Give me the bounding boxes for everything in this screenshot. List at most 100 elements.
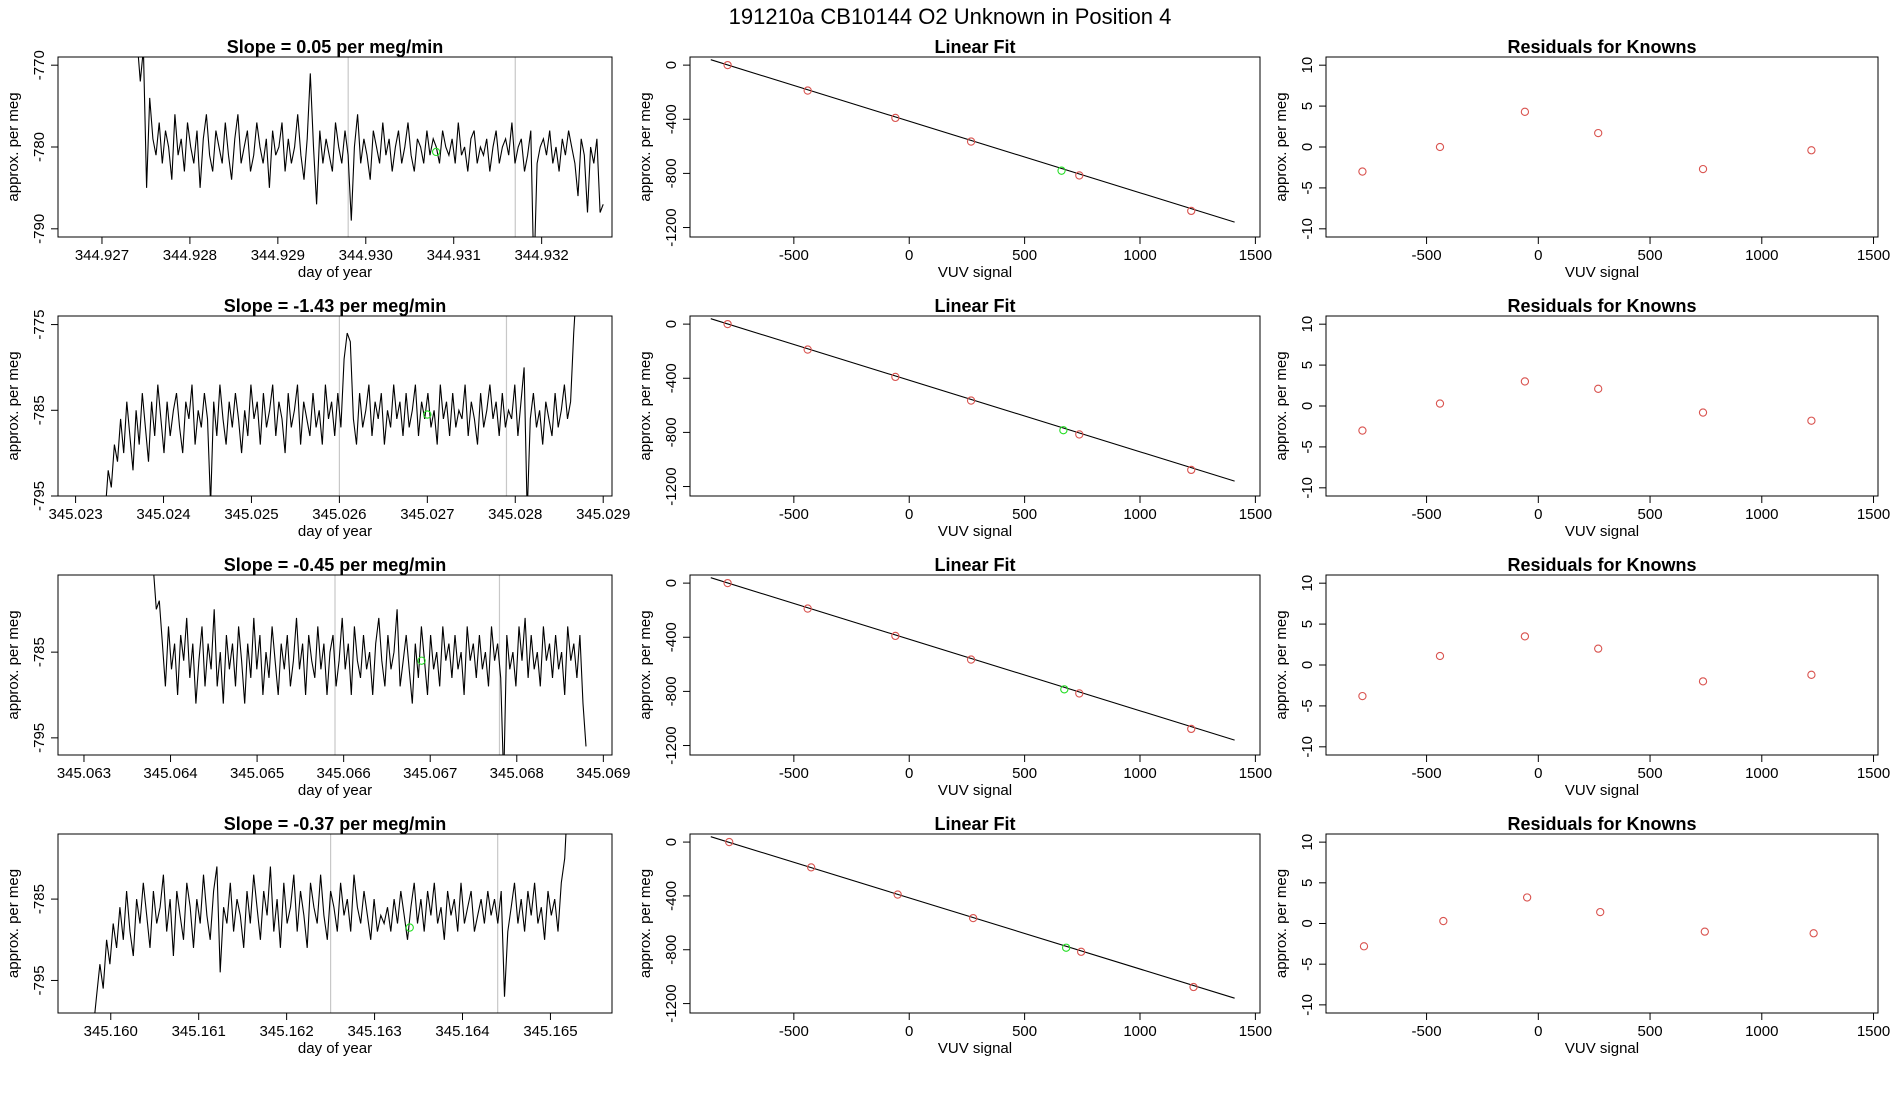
known-point: [1075, 689, 1084, 698]
known-point: [1807, 146, 1816, 155]
unknown-point: [423, 410, 432, 419]
y-axis-label: approx. per meg: [5, 92, 22, 201]
x-tick-label: 345.024: [136, 506, 190, 523]
known-point: [893, 890, 902, 899]
known-point: [1520, 377, 1530, 386]
x-tick-label: 344.928: [163, 247, 217, 264]
x-tick-label: 0: [1534, 506, 1542, 523]
y-axis-label: approx. per meg: [1273, 610, 1290, 719]
y-tick-label: 0: [663, 838, 680, 846]
fit-line: [710, 59, 1235, 223]
y-tick-label: 5: [1299, 879, 1316, 887]
y-tick-label: -10: [1299, 736, 1316, 758]
x-tick-label: 1500: [1239, 506, 1272, 523]
known-point: [1698, 677, 1708, 686]
plot-frame: [57, 574, 613, 756]
known-point: [1435, 651, 1445, 661]
known-point: [725, 837, 734, 847]
unknown-point: [417, 656, 426, 665]
y-tick-label: 0: [1299, 143, 1316, 151]
x-tick-label: 1000: [1123, 765, 1156, 782]
y-axis-label: approx. per meg: [5, 869, 22, 978]
plot-frame: [1325, 574, 1879, 756]
x-tick-label: 0: [1534, 765, 1542, 782]
x-tick-label: -500: [779, 247, 809, 264]
series-line: [105, 316, 576, 496]
y-axis-label: approx. per meg: [637, 610, 654, 719]
x-tick-label: 500: [1638, 765, 1663, 782]
plot-frame: [57, 833, 613, 1014]
y-tick-label: -795: [31, 965, 48, 995]
x-axis-label: VUV signal: [938, 782, 1012, 799]
x-tick-label: -500: [1412, 506, 1442, 523]
plot-area: [710, 318, 1235, 482]
x-axis-label: day of year: [298, 1040, 372, 1057]
known-point: [803, 86, 812, 95]
y-tick-label: -400: [663, 104, 680, 134]
y-axis-label: approx. per meg: [637, 869, 654, 978]
known-point: [1520, 107, 1530, 116]
figure-title: 191210a CB10144 O2 Unknown in Position 4: [729, 4, 1172, 29]
x-tick-label: 345.065: [230, 765, 284, 782]
plot-area: [94, 834, 567, 1013]
x-axis-label: day of year: [298, 264, 372, 281]
x-tick-label: 1000: [1745, 506, 1778, 523]
x-axis-label: VUV signal: [1565, 264, 1639, 281]
series-line: [137, 57, 604, 237]
y-tick-label: 0: [1299, 661, 1316, 669]
x-axis-label: VUV signal: [938, 1040, 1012, 1057]
y-tick-label: -5: [1299, 699, 1316, 712]
x-tick-label: 500: [1012, 506, 1037, 523]
y-tick-label: -10: [1299, 477, 1316, 499]
chart-title: Residuals for Knowns: [1507, 555, 1696, 575]
y-tick-label: -10: [1299, 218, 1316, 240]
y-tick-label: -795: [31, 481, 48, 511]
chart-title: Slope = -1.43 per meg/min: [224, 296, 447, 316]
y-tick-label: -5: [1299, 440, 1316, 453]
plot-frame: [1325, 315, 1879, 497]
known-point: [1359, 942, 1369, 951]
x-axis-label: day of year: [298, 523, 372, 540]
y-axis-label: approx. per meg: [5, 351, 22, 460]
x-tick-label: 345.066: [317, 765, 371, 782]
x-tick-label: 1000: [1123, 506, 1156, 523]
x-tick-label: 345.164: [435, 1023, 489, 1040]
x-tick-label: 500: [1638, 247, 1663, 264]
x-tick-label: -500: [1412, 247, 1442, 264]
unknown-point: [1059, 426, 1068, 435]
plot-frame: [1325, 833, 1879, 1014]
known-point: [1700, 927, 1709, 936]
plot-area: [1359, 893, 1818, 951]
y-tick-label: -785: [31, 884, 48, 914]
x-tick-label: 0: [905, 765, 913, 782]
x-tick-label: 1500: [1857, 247, 1890, 264]
x-tick-label: 345.161: [172, 1023, 226, 1040]
x-tick-label: 345.163: [347, 1023, 401, 1040]
chart-title: Linear Fit: [934, 37, 1015, 57]
y-tick-label: 0: [1299, 919, 1316, 927]
x-tick-label: 345.063: [57, 765, 111, 782]
y-tick-label: -795: [31, 723, 48, 753]
x-tick-label: -500: [779, 765, 809, 782]
y-tick-label: -400: [663, 881, 680, 911]
y-tick-label: 10: [1299, 316, 1316, 333]
known-point: [1594, 644, 1603, 653]
y-tick-label: 0: [663, 320, 680, 328]
x-tick-label: -500: [779, 506, 809, 523]
series-line: [94, 834, 567, 1013]
plot-area: [1358, 107, 1816, 176]
known-point: [723, 319, 732, 329]
known-point: [966, 137, 976, 146]
unknown-point: [1062, 943, 1071, 952]
x-tick-label: 1000: [1123, 1023, 1156, 1040]
y-tick-label: -400: [663, 363, 680, 393]
x-tick-label: 500: [1012, 765, 1037, 782]
chart-title: Linear Fit: [934, 555, 1015, 575]
y-tick-label: -775: [31, 310, 48, 340]
x-tick-label: 345.162: [260, 1023, 314, 1040]
chart-title: Slope = 0.05 per meg/min: [227, 37, 444, 57]
series-line: [153, 575, 587, 755]
known-point: [1435, 142, 1445, 152]
known-point: [1075, 171, 1084, 180]
y-tick-label: 0: [663, 579, 680, 587]
